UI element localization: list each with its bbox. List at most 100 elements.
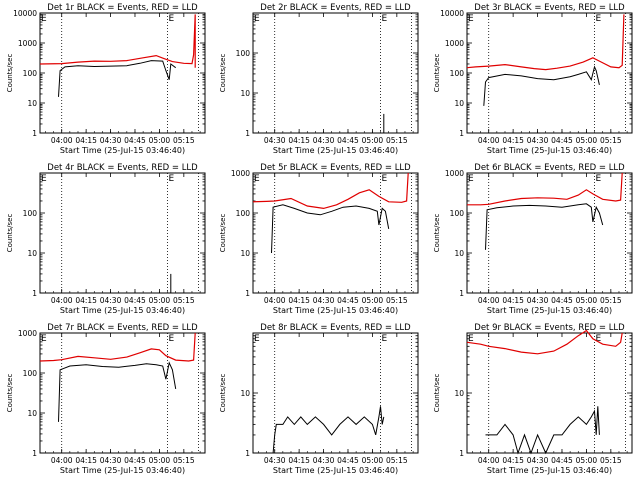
x-tick-label: 04:15 (288, 456, 310, 465)
y-tick-label: 1000 (18, 329, 37, 338)
panel-title: Det 7r BLACK = Events, RED = LLD (47, 323, 198, 333)
x-tick-label: 05:15 (386, 136, 408, 145)
x-axis-label: Start Time (25-Jul-15 03:46:40) (273, 306, 398, 315)
x-tick-label: 04:45 (124, 296, 146, 305)
events-series-line (58, 60, 177, 97)
plot-frame (466, 12, 633, 134)
y-tick-label: 100 (23, 209, 38, 218)
x-tick-label: 04:45 (551, 296, 573, 305)
panel-title: Det 8r BLACK = Events, RED = LLD (260, 323, 411, 333)
y-axis-label: Counts/sec (433, 214, 441, 253)
e-marker: E (254, 14, 260, 24)
e-marker: E (468, 174, 474, 184)
e-marker: E (468, 14, 474, 24)
x-tick-label: 04:45 (551, 136, 573, 145)
x-tick-label: 05:00 (576, 136, 598, 145)
y-tick-label: 10 (454, 99, 464, 108)
x-tick-label: 05:00 (576, 456, 598, 465)
y-tick-label: 10 (454, 389, 464, 398)
panel-7: Det 7r BLACK = Events, RED = LLD 1 10 100 10… (6, 323, 206, 475)
x-tick-label: 04:15 (502, 456, 524, 465)
events-series-line (485, 406, 600, 455)
x-tick-label: 04:15 (288, 296, 310, 305)
x-tick-label: 04:45 (337, 296, 359, 305)
y-axis-label: Counts/sec (433, 54, 441, 93)
panel-title: Det 1r BLACK = Events, RED = LLD (47, 3, 198, 13)
x-tick-label: 04:30 (527, 456, 549, 465)
y-tick-label: 10 (240, 89, 250, 98)
y-tick-label: 10 (240, 389, 250, 398)
x-tick-label: 05:15 (173, 136, 195, 145)
plot-frame (466, 172, 633, 294)
x-axis-label: Start Time (25-Jul-15 03:46:40) (60, 466, 185, 475)
x-axis-label: Start Time (25-Jul-15 03:46:40) (487, 306, 612, 315)
x-axis-label: Start Time (25-Jul-15 03:46:40) (487, 466, 612, 475)
x-axis-label: Start Time (25-Jul-15 03:46:40) (60, 146, 185, 155)
y-tick-label: 1000 (18, 39, 37, 48)
events-series-line (58, 361, 177, 422)
y-tick-label: 100 (23, 369, 38, 378)
x-tick-label: 04:45 (124, 456, 146, 465)
y-tick-label: 100 (450, 69, 465, 78)
x-tick-label: 04:30 (313, 296, 335, 305)
x-tick-label: 05:00 (149, 296, 171, 305)
x-tick-label: 05:15 (386, 456, 408, 465)
x-tick-label: 05:15 (600, 456, 622, 465)
x-axis-label: Start Time (25-Jul-15 03:46:40) (273, 466, 398, 475)
lld-series-line (39, 14, 196, 68)
y-axis-label: Counts/sec (6, 374, 14, 413)
y-tick-label: 10 (454, 249, 464, 258)
x-tick-label: 05:00 (149, 136, 171, 145)
x-tick-label: 04:45 (337, 456, 359, 465)
y-tick-label: 100 (23, 69, 38, 78)
x-tick-label: 04:30 (100, 296, 122, 305)
panel-title: Det 4r BLACK = Events, RED = LLD (47, 163, 198, 173)
x-tick-label: 05:15 (173, 456, 195, 465)
panel-4: Det 4r BLACK = Events, RED = LLD 1 10 100 Co… (6, 163, 206, 315)
x-tick-label: 04:15 (502, 296, 524, 305)
x-tick-label: 04:15 (75, 136, 97, 145)
x-tick-label: 05:00 (149, 456, 171, 465)
lld-series-line (466, 14, 625, 71)
x-tick-label: 04:45 (124, 136, 146, 145)
plot-frame (39, 332, 206, 454)
panel-2: Det 2r BLACK = Events, RED = LLD 1 10 100 Co… (219, 3, 419, 155)
x-tick-label: 04:30 (527, 136, 549, 145)
plot-frame (39, 12, 206, 134)
e-marker: E (596, 14, 602, 24)
panel-3: Det 3r BLACK = Events, RED = LLD 1 10 100 10… (433, 3, 633, 155)
x-tick-label: 04:30 (264, 136, 286, 145)
events-series-line (483, 65, 600, 106)
lld-series-line (39, 332, 196, 362)
x-tick-label: 05:15 (600, 296, 622, 305)
x-tick-label: 04:30 (527, 296, 549, 305)
e-marker: E (596, 174, 602, 184)
y-axis-label: Counts/sec (433, 374, 441, 413)
y-tick-label: 1 (32, 449, 37, 458)
x-tick-label: 04:45 (551, 456, 573, 465)
plot-frame (252, 172, 419, 294)
lld-series-line (467, 172, 623, 206)
x-tick-label: 05:00 (362, 136, 384, 145)
x-tick-label: 04:45 (337, 136, 359, 145)
y-tick-label: 1000 (445, 39, 464, 48)
panel-6: Det 6r BLACK = Events, RED = LLD 1 10 100 10… (433, 163, 633, 315)
lld-series-line (466, 329, 623, 355)
y-axis-label: Counts/sec (219, 374, 227, 413)
plot-frame (252, 332, 419, 454)
panel-9: Det 9r BLACK = Events, RED = LLD 1 10 Count… (433, 323, 633, 475)
y-tick-label: 1 (459, 449, 464, 458)
e-marker: E (169, 14, 175, 24)
e-marker: E (41, 14, 47, 24)
y-tick-label: 1 (32, 129, 37, 138)
x-tick-label: 04:30 (100, 136, 122, 145)
y-axis-label: Counts/sec (219, 214, 227, 253)
x-tick-label: 05:15 (600, 136, 622, 145)
events-series-line (485, 203, 604, 250)
x-tick-label: 04:00 (51, 296, 73, 305)
e-marker: E (596, 334, 602, 344)
e-marker: E (254, 174, 260, 184)
y-tick-label: 10 (27, 409, 37, 418)
x-axis-label: Start Time (25-Jul-15 03:46:40) (487, 146, 612, 155)
